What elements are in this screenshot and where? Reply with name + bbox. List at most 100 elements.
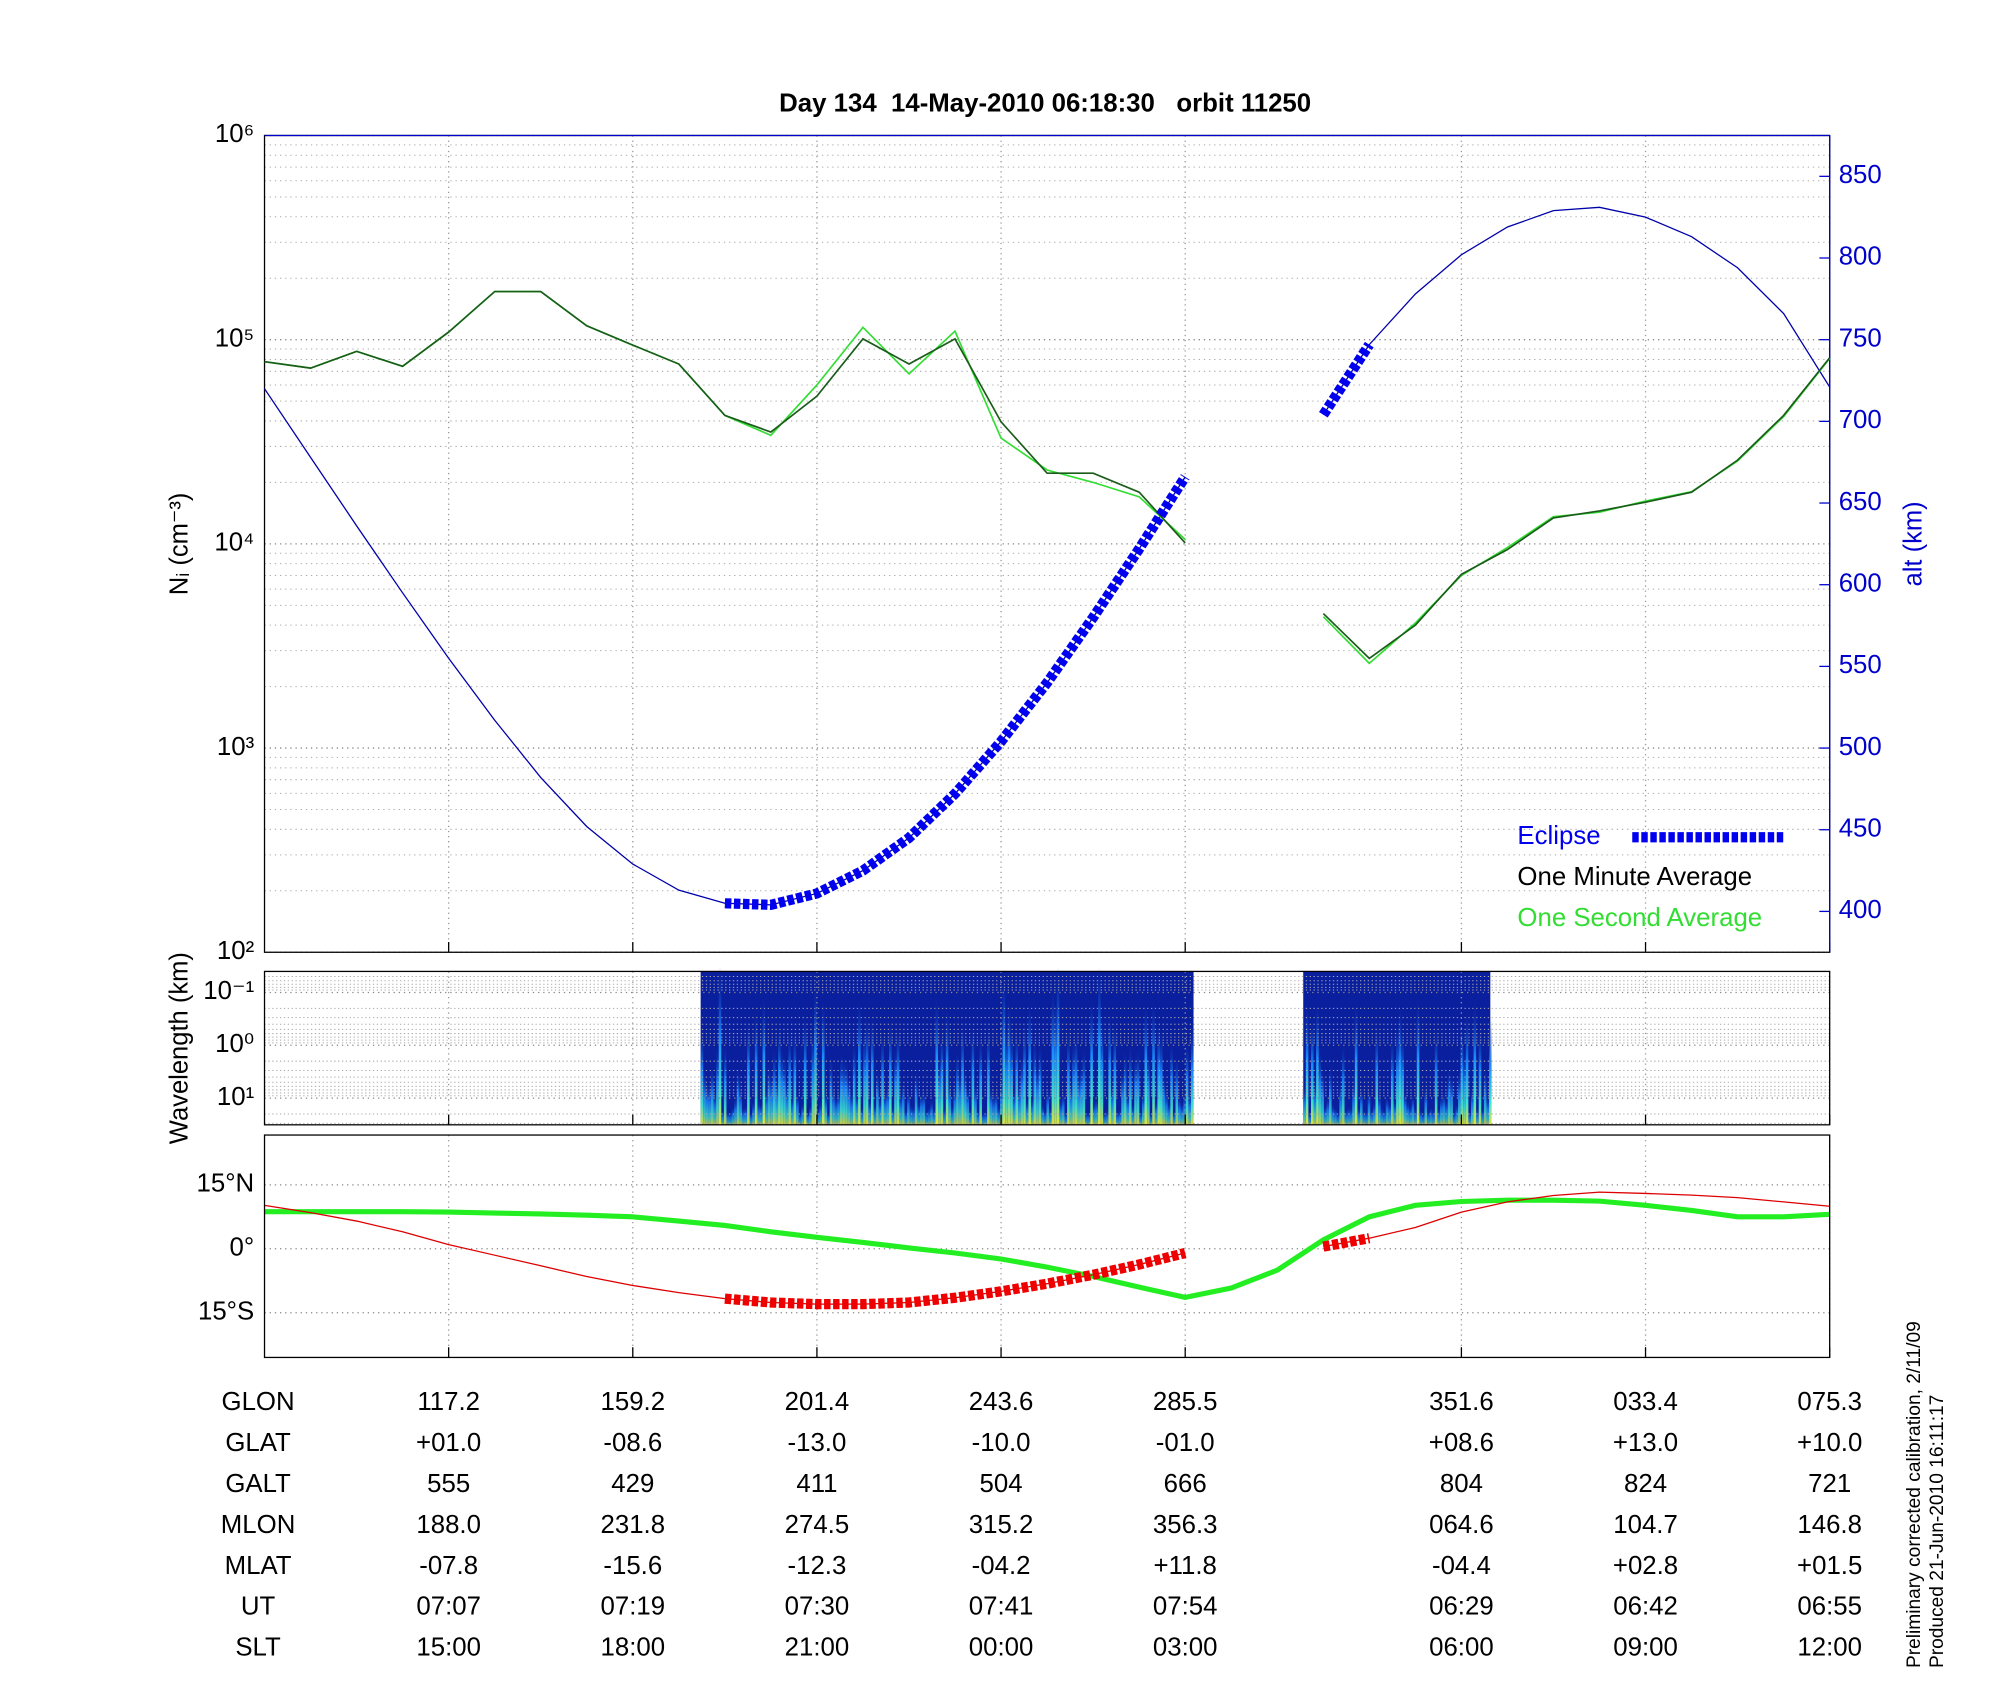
spectrogram-column bbox=[1149, 1111, 1153, 1125]
spectrogram-column bbox=[1398, 1005, 1402, 1125]
spectrogram-column bbox=[1447, 1068, 1451, 1125]
spectrogram-column bbox=[899, 1093, 902, 1125]
spectrogram-column bbox=[1442, 1091, 1446, 1125]
table-cell: 804 bbox=[1440, 1470, 1483, 1498]
spectrogram-column bbox=[1465, 1012, 1469, 1125]
spectrogram-column bbox=[1365, 1110, 1368, 1125]
spectrogram-column bbox=[723, 1045, 727, 1125]
spectrogram-column bbox=[1170, 1041, 1173, 1125]
spectrogram-column bbox=[1000, 1080, 1003, 1125]
spectrogram-column bbox=[920, 1092, 923, 1125]
spectrogram-column bbox=[806, 1111, 810, 1125]
spectrogram-column bbox=[992, 1093, 995, 1125]
spectrogram-column bbox=[1393, 1098, 1397, 1125]
spectrogram-column bbox=[827, 1111, 830, 1125]
spectrogram-column bbox=[747, 1020, 750, 1125]
spectrogram-column bbox=[1018, 1083, 1021, 1125]
spectrogram-column bbox=[1481, 1107, 1484, 1125]
spectrogram-column bbox=[987, 1026, 990, 1125]
spectrogram-column bbox=[1323, 1105, 1327, 1125]
y-tick-label: 10¹ bbox=[217, 1083, 254, 1111]
spectrogram-column bbox=[925, 1109, 928, 1125]
spectrogram-column bbox=[1316, 1003, 1319, 1125]
table-cell: 15:00 bbox=[416, 1634, 481, 1662]
spectrogram-column bbox=[1190, 1024, 1194, 1125]
table-cell: 104.7 bbox=[1613, 1511, 1678, 1539]
spectrogram-column bbox=[842, 1056, 846, 1125]
spectrogram-column bbox=[855, 1091, 859, 1125]
spectrogram-column bbox=[989, 1086, 993, 1125]
spectrogram-column bbox=[850, 1091, 853, 1125]
table-cell: 06:29 bbox=[1429, 1593, 1494, 1621]
spectrogram-column bbox=[1129, 1045, 1132, 1125]
spectrogram-column bbox=[1160, 1031, 1163, 1125]
row-label: GALT bbox=[225, 1470, 291, 1498]
spectrogram-column bbox=[889, 1021, 892, 1125]
spectrogram-column bbox=[896, 1027, 900, 1125]
y-tick-label: 10⁰ bbox=[215, 1030, 254, 1058]
spectrogram-column bbox=[845, 1059, 848, 1125]
spectrogram-column bbox=[1390, 1036, 1394, 1125]
spectrogram-column bbox=[904, 1109, 908, 1125]
spectrogram-column bbox=[1450, 1074, 1453, 1125]
spectrogram-column bbox=[1059, 1099, 1062, 1125]
spectrogram-column bbox=[798, 1111, 802, 1125]
spectrogram-column bbox=[1175, 1056, 1179, 1125]
y-tick-label: 10³ bbox=[217, 733, 255, 761]
row-label: GLAT bbox=[225, 1429, 291, 1457]
table-cell: 231.8 bbox=[601, 1511, 666, 1539]
y-tick-label: 0° bbox=[230, 1234, 255, 1262]
spectrogram-column bbox=[974, 1083, 977, 1125]
y-axis-label: Nᵢ (cm⁻³) bbox=[165, 493, 193, 596]
spectrogram-column bbox=[809, 1104, 812, 1125]
y2-tick-label: 800 bbox=[1839, 243, 1882, 271]
spectrogram-column bbox=[953, 1083, 957, 1125]
table-cell: 06:55 bbox=[1797, 1593, 1862, 1621]
table-cell: +08.6 bbox=[1429, 1429, 1494, 1457]
spectrogram-column bbox=[917, 1101, 920, 1125]
spectrogram-column bbox=[1380, 1106, 1384, 1125]
y-axis-label: Wavelength (km) bbox=[165, 952, 193, 1144]
table-cell: 721 bbox=[1808, 1470, 1851, 1498]
table-cell: +13.0 bbox=[1613, 1429, 1678, 1457]
spectrogram-column bbox=[863, 1030, 866, 1125]
spectrogram-column bbox=[1476, 1107, 1479, 1125]
y2-tick-label: 750 bbox=[1839, 325, 1882, 353]
spectrogram-column bbox=[1056, 967, 1060, 1125]
track-line bbox=[264, 1191, 1830, 1305]
spectrogram-column bbox=[1185, 1041, 1189, 1125]
y2-tick-label: 550 bbox=[1839, 651, 1882, 679]
spectrogram-column bbox=[1414, 1107, 1417, 1125]
spectrogram-column bbox=[760, 1102, 763, 1125]
spectrogram-column bbox=[930, 1099, 933, 1125]
eclipse-track bbox=[724, 1233, 1371, 1310]
spectrogram-column bbox=[816, 1108, 820, 1125]
table-cell: 351.6 bbox=[1429, 1388, 1494, 1416]
spectrogram-column bbox=[948, 1081, 951, 1125]
spectrogram-column bbox=[1136, 1048, 1140, 1125]
spectrogram-column bbox=[1445, 1099, 1448, 1125]
spectrogram-column bbox=[1421, 1111, 1425, 1125]
spectrogram-column bbox=[1362, 1109, 1366, 1125]
spectrogram-column bbox=[1483, 1066, 1487, 1125]
spectrogram-column bbox=[1305, 1001, 1309, 1125]
spectrogram-column bbox=[749, 1111, 753, 1125]
spectrogram-column bbox=[814, 983, 817, 1125]
spectrogram-column bbox=[778, 1025, 781, 1125]
spectrogram-column bbox=[1486, 1094, 1490, 1125]
spectrogram-column bbox=[1339, 1082, 1342, 1125]
spectrogram-column bbox=[1002, 974, 1006, 1125]
spectrogram-column bbox=[873, 1103, 877, 1125]
spectrogram-column bbox=[1023, 1023, 1026, 1125]
spectrogram-column bbox=[847, 1076, 851, 1125]
spectrogram-column bbox=[757, 1100, 760, 1125]
spectrogram-column bbox=[883, 1090, 887, 1125]
spectrogram-column bbox=[1367, 1088, 1371, 1125]
spectrogram-column bbox=[1167, 1101, 1171, 1125]
spectrogram-column bbox=[1162, 1074, 1166, 1125]
spectrogram-column bbox=[1349, 1106, 1353, 1125]
table-cell: 18:00 bbox=[601, 1634, 666, 1662]
spectrogram-column bbox=[1188, 1091, 1191, 1125]
table-cell: -12.3 bbox=[788, 1552, 847, 1580]
spectrogram-column bbox=[958, 1070, 962, 1125]
